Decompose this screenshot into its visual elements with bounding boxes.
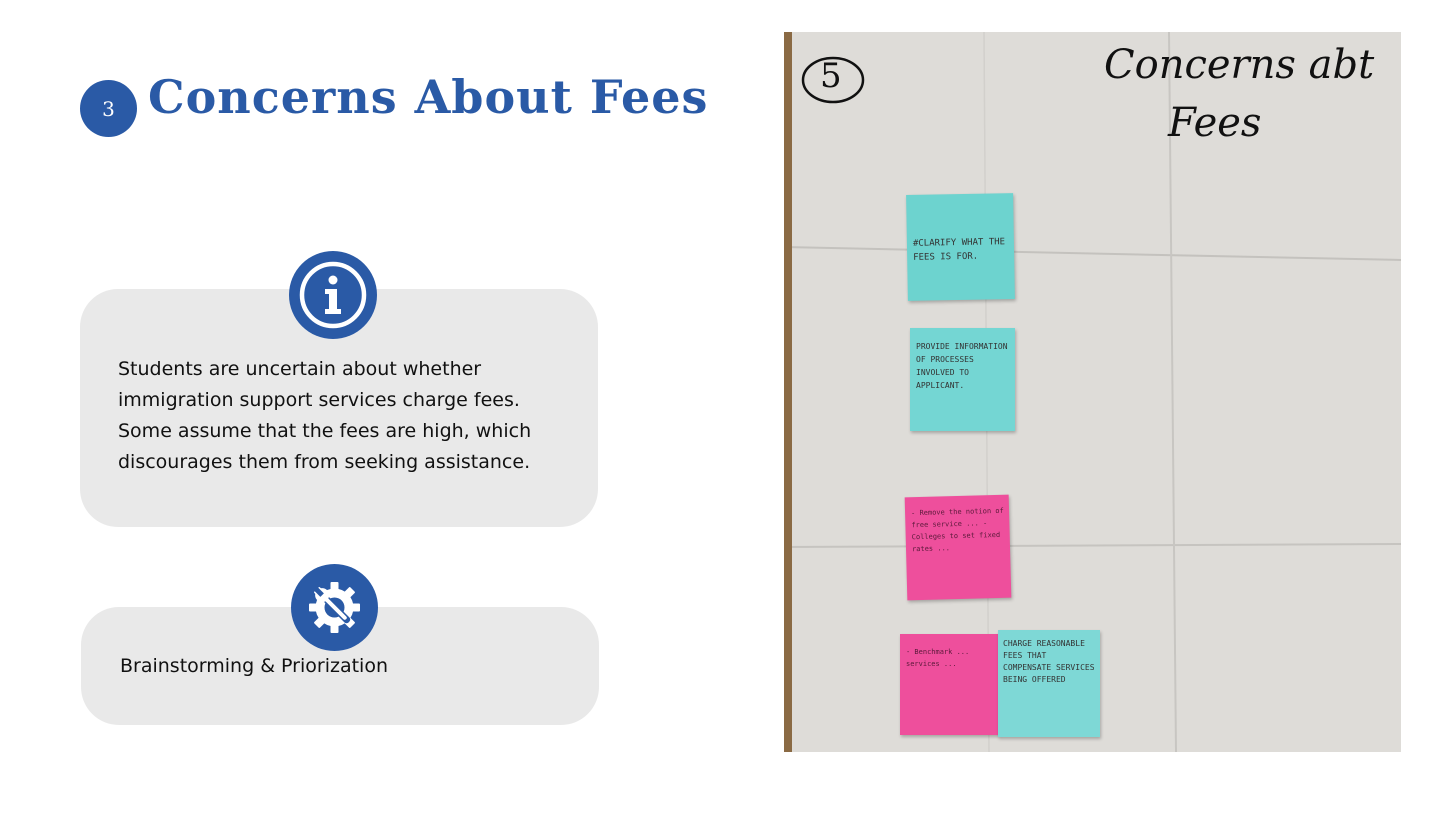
cork-board-edge: [784, 32, 792, 752]
tools-gear-icon: [291, 564, 378, 651]
sticky-note-text: CHARGE REASONABLE FEES THAT COMPENSATE S…: [1003, 639, 1095, 684]
sticky-note-text: - Remove the notion of free service ... …: [910, 506, 1004, 554]
page-title: Concerns About Fees: [148, 70, 709, 124]
section-number-badge: 3: [80, 80, 137, 137]
sticky-note: CHARGE REASONABLE FEES THAT COMPENSATE S…: [998, 630, 1100, 737]
info-icon: [289, 251, 377, 339]
sticky-note-text: - Benchmark ... services ...: [906, 648, 970, 668]
sticky-note: - Benchmark ... services ...: [900, 634, 999, 735]
photo-heading-line2: Fees: [1168, 100, 1262, 146]
sticky-note: - Remove the notion of free service ... …: [904, 494, 1012, 601]
sticky-note: PROVIDE INFORMATION OF PROCESSES INVOLVE…: [910, 328, 1015, 431]
number-circle: [801, 56, 865, 104]
whiteboard-photo: 5 Concerns abt Fees #CLARIFY WHAT THE FE…: [784, 32, 1401, 752]
brainstorming-label: Brainstorming & Priorization: [120, 655, 388, 677]
sticky-note-text: PROVIDE INFORMATION OF PROCESSES INVOLVE…: [916, 342, 1008, 390]
section-number: 3: [102, 96, 115, 121]
photo-number: 5: [820, 56, 842, 96]
concern-description: Students are uncertain about whether imm…: [118, 358, 532, 473]
photo-heading-line1: Concerns abt: [1104, 42, 1375, 88]
sticky-note-text: #CLARIFY WHAT THE FEES IS FOR.: [912, 237, 1006, 263]
sticky-note: #CLARIFY WHAT THE FEES IS FOR.: [906, 193, 1015, 301]
